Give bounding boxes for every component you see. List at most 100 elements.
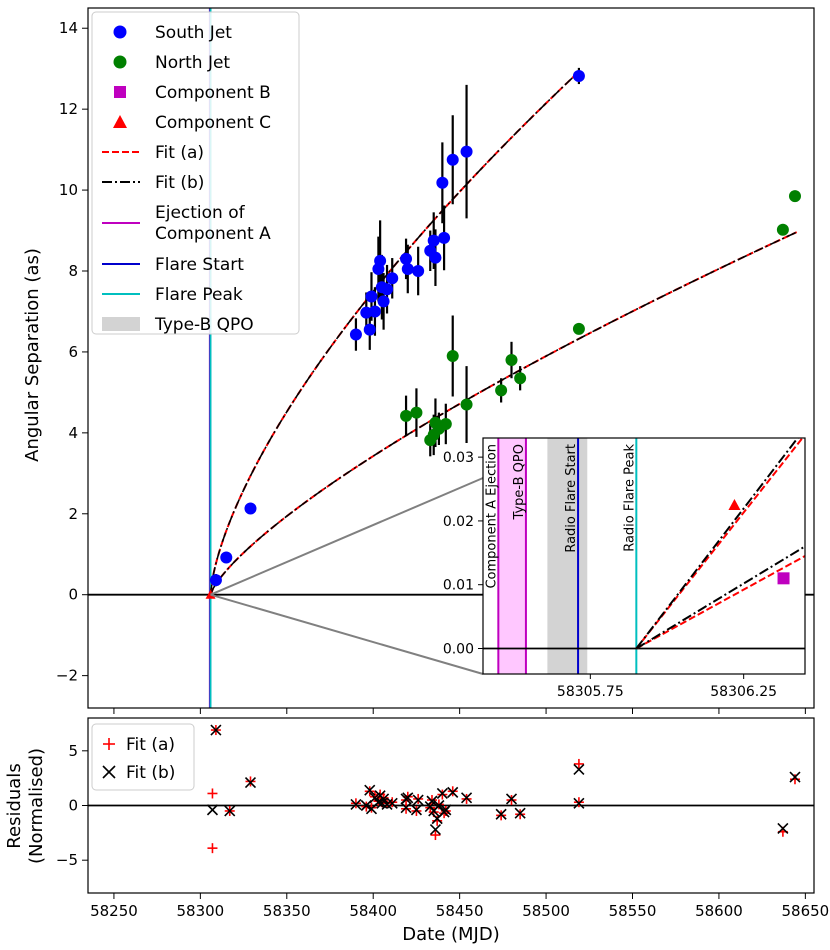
legend-item-south-jet: South Jet (113, 23, 232, 43)
residual-fit-b-point (372, 796, 384, 808)
main-y-tick-label: 12 (59, 100, 78, 118)
south-jet-point (365, 290, 378, 303)
legend-item-flare-start: Flare Start (102, 255, 244, 275)
legend-item-component-b: Component B (114, 83, 271, 103)
legend-label: Component A (155, 224, 271, 244)
legend-label: Component B (155, 83, 271, 103)
residuals-legend: Fit (a) Fit (b) (91, 723, 195, 791)
inset-plot-content (483, 438, 805, 674)
main-plot-frame (87, 7, 815, 709)
south-jet-point (363, 323, 376, 336)
main-y-tick-label: −2 (56, 667, 78, 685)
legend-square-marker (114, 86, 126, 98)
main-y-tick-label: 0 (68, 586, 78, 604)
residual-fit-b-point (412, 794, 424, 806)
x-axis-label: Date (MJD) (402, 924, 500, 945)
inset-component-c-marker (728, 498, 741, 510)
inset-y-tick-label: 0.01 (443, 578, 474, 594)
main-y-tick-label: 8 (68, 262, 78, 280)
x-tick-label: 58450 (436, 902, 484, 920)
inset-x-tick-label: 58306.25 (710, 684, 777, 700)
legend-item-fit-a-: Fit (a) (102, 143, 204, 163)
residual-fit-b-point (210, 724, 222, 736)
residuals-legend-item-fit-b: Fit (b) (102, 763, 175, 783)
south-jet-point (400, 252, 413, 265)
south-jet-point (572, 69, 585, 82)
inset-vertical-label: Radio Flare Peak (622, 444, 637, 552)
legend-patch (102, 317, 140, 331)
south-jet-point (377, 295, 390, 308)
south-jet-point (244, 502, 257, 515)
residual-fit-b-point (206, 804, 219, 816)
legend-item-flare-peak: Flare Peak (102, 285, 243, 305)
inset-frame (482, 437, 806, 675)
residual-fit-b-point (436, 787, 448, 800)
residual-fit-b-point (447, 786, 459, 798)
residuals-panel: −5 0 5 58250 58300 58350 58400 58450 58500 58550 5… (56, 717, 829, 920)
south-jet-point (220, 551, 233, 564)
south-jet-point (386, 272, 399, 285)
legend-item-north-jet: North Jet (113, 53, 230, 73)
south-jet-point (368, 305, 381, 318)
residual-fit-a-point (432, 815, 443, 826)
south-jet-point (209, 574, 222, 587)
south-jet-point (349, 328, 362, 341)
residual-fit-b-point (364, 784, 376, 796)
residual-fit-b-point (400, 802, 412, 814)
inset-plot-area (483, 438, 805, 674)
legend-label: Ejection of (155, 203, 246, 223)
north-jet-point (446, 349, 459, 362)
residual-fit-b-point (440, 804, 452, 816)
south-fit-b-curve (209, 72, 578, 595)
south-jet-point (438, 231, 451, 244)
residual-fit-b-point (573, 797, 585, 809)
inset-connector-top (210, 477, 484, 596)
legend-triangle-marker (113, 115, 127, 128)
residual-fit-a-point (573, 758, 584, 769)
inset-component-b-marker (777, 572, 790, 585)
residuals-y-axis-label-line1: Residuals (4, 763, 25, 848)
legend-circle-marker (113, 55, 127, 69)
x-tick-label: 58350 (263, 902, 311, 920)
residual-fit-a-point (207, 788, 218, 799)
north-jet-point (788, 190, 801, 203)
legend-label: Type-B QPO (154, 315, 254, 335)
legend-label: Component C (155, 113, 271, 133)
legend-item-component-c: Component C (113, 113, 271, 133)
x-tick-label: 58600 (695, 902, 743, 920)
residual-fit-a-point (207, 843, 218, 854)
main-y-tick-label: 6 (68, 343, 78, 361)
legend-item-type-b-qpo: Type-B QPO (102, 315, 254, 335)
residual-fit-b-point (429, 823, 442, 836)
main-y-axis-label: Angular Separation (as) (22, 248, 43, 462)
main-y-tick-label: 10 (59, 181, 78, 199)
north-jet-point (400, 409, 413, 422)
inset-x-tick-label: 58305.75 (557, 684, 624, 700)
main-y-tick-label: 4 (68, 424, 78, 442)
inset-qpo-band (547, 438, 588, 674)
south-jet-point (460, 145, 473, 158)
north-jet-point (776, 223, 789, 236)
residual-fit-b-point (224, 805, 236, 817)
residuals-legend-item-fit-a: Fit (a) (103, 735, 175, 755)
north-jet-point (505, 354, 518, 367)
residual-fit-b-point (505, 793, 518, 805)
residuals-legend-label: Fit (a) (126, 735, 175, 755)
inset-vertical-label: Component A Ejection (484, 444, 499, 589)
main-panel: −2 0 2 4 6 8 10 12 14 South Jet North Jet Component… (56, 7, 815, 714)
residuals-y-tick-label: −5 (56, 851, 78, 869)
residuals-y-tick-label: 0 (68, 797, 78, 815)
inset-y-tick-label: 0.03 (443, 450, 474, 466)
north-jet-point (495, 384, 508, 397)
main-y-tick-label: 14 (59, 19, 78, 37)
north-jet-point (460, 398, 473, 411)
residual-fit-b-point (244, 776, 257, 789)
residuals-legend-box (91, 723, 195, 791)
inset-y-tick-label: 0.02 (443, 514, 474, 530)
residual-fit-b-point (573, 763, 585, 775)
north-jet-point (572, 322, 585, 335)
residual-fit-b-point (460, 792, 473, 804)
x-tick-label: 58500 (522, 902, 570, 920)
south-jet-point (381, 283, 394, 296)
